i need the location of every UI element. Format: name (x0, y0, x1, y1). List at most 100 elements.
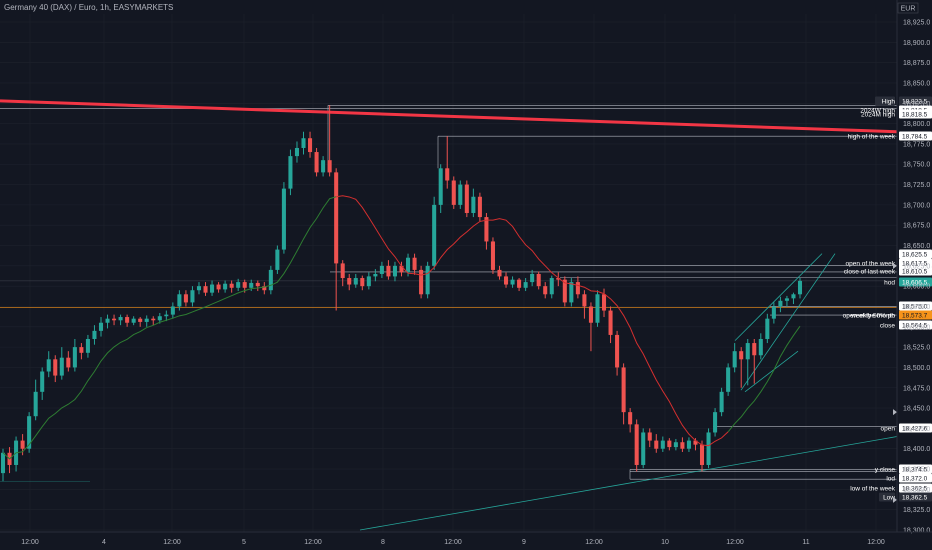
x-tick-label: 10 (661, 539, 669, 546)
x-tick-label: 12:00 (163, 539, 181, 546)
candle-body (353, 278, 358, 285)
candle-body (151, 318, 156, 321)
candle (713, 408, 718, 437)
price-tag: 18,427.6 open (881, 423, 932, 433)
level-label: 2024W high (860, 108, 895, 115)
candle (582, 290, 587, 319)
currency-badge[interactable] (897, 2, 919, 14)
y-tick-label: 18,300.0 (903, 528, 930, 535)
label-box (879, 492, 895, 502)
candle-body (72, 347, 77, 368)
candle-body (40, 371, 45, 392)
candle-body (608, 310, 613, 335)
candle (308, 131, 313, 158)
candle (59, 347, 64, 380)
candle-body (105, 318, 110, 323)
candle-body (196, 286, 202, 291)
candle-body (275, 249, 280, 270)
level-label: close (880, 323, 896, 330)
candle (164, 310, 169, 322)
candle-body (451, 180, 456, 205)
candle-body (321, 160, 326, 173)
candle (419, 265, 424, 299)
candle (477, 192, 482, 222)
price-tag-value: 18,575.0 (902, 304, 928, 311)
candle-body (706, 432, 711, 465)
y-tick-label: 18,500.0 (903, 365, 930, 372)
candle (85, 334, 90, 358)
candle-body (628, 412, 633, 425)
candle (98, 317, 104, 337)
y-tick-label: 18,625.0 (903, 263, 930, 270)
candle (752, 338, 757, 384)
candle-body (484, 217, 489, 242)
candle-body (784, 298, 789, 301)
candle-body (745, 343, 750, 360)
candle-body (236, 282, 241, 288)
price-tag: 18,564.5 close (880, 320, 932, 330)
x-tick-label: 12:00 (304, 539, 322, 546)
candle-body (373, 273, 378, 277)
y-tick-label: 18,600.0 (903, 284, 930, 291)
candle-body (27, 416, 32, 449)
candle (471, 188, 476, 218)
price-tag-box (899, 277, 932, 287)
candle-body (366, 276, 371, 287)
candle-body (360, 278, 365, 287)
candle (79, 343, 84, 360)
time-axis[interactable]: 12:00 4 12:00 5 12:00 8 12:00 9 12:00 10 12:00 11 12… (0, 531, 932, 546)
candle-body (464, 184, 469, 214)
x-tick-label: 9 (522, 539, 526, 546)
candle (138, 317, 143, 327)
level-label: open (881, 426, 896, 433)
candle-body (654, 440, 659, 449)
candle-body (647, 432, 652, 441)
price-tag-box (899, 464, 932, 474)
candle-body (131, 318, 136, 323)
candle (196, 282, 202, 295)
candle (392, 261, 397, 282)
price-tag-value: 18,625.5 (902, 252, 928, 259)
candle-body (530, 273, 535, 283)
candle-body (249, 282, 254, 288)
candle-body (660, 440, 665, 449)
candle-body (458, 184, 463, 205)
price-tag-value: 18,610.5 (902, 269, 928, 276)
candle-body (562, 279, 567, 303)
candle (438, 164, 443, 214)
price-tag: 18,625.5 (899, 249, 932, 259)
price-axis[interactable]: EUR 18,925.0 18,900.0 18,875.0 18,850.0 18,8… (896, 0, 930, 535)
candle (739, 347, 744, 388)
candle (634, 419, 639, 472)
price-tag-box (899, 258, 932, 268)
candle-body (791, 294, 796, 299)
candle-body (432, 204, 437, 266)
candle-body (177, 294, 182, 307)
price-tag-value: 18,362.5 (902, 495, 928, 502)
candle (190, 286, 195, 307)
candle-body (497, 269, 502, 277)
y-tick-label: 18,925.0 (903, 20, 930, 27)
candle (321, 156, 326, 177)
candle-body (758, 338, 763, 356)
candle (765, 313, 770, 344)
y-tick-label: 18,425.0 (903, 426, 930, 433)
candle-body (294, 147, 300, 157)
level-lines (0, 105, 897, 480)
candle-body (503, 276, 509, 285)
candle-body (556, 278, 561, 280)
candle-body (693, 440, 698, 445)
candle (445, 136, 450, 189)
candle-body (549, 278, 554, 295)
price-tag-box (899, 310, 932, 320)
y-tick-label: 18,450.0 (903, 406, 930, 413)
candle-body (771, 306, 776, 319)
candle-body (255, 282, 260, 287)
candle (125, 314, 130, 327)
price-tag-value: 18,427.6 (902, 426, 928, 433)
candle (699, 440, 705, 472)
price-tag-value: 18,564.5 (902, 323, 928, 330)
price-tag: 18,610.5 close of last week (844, 266, 932, 276)
level-label: high of the week (848, 134, 896, 141)
